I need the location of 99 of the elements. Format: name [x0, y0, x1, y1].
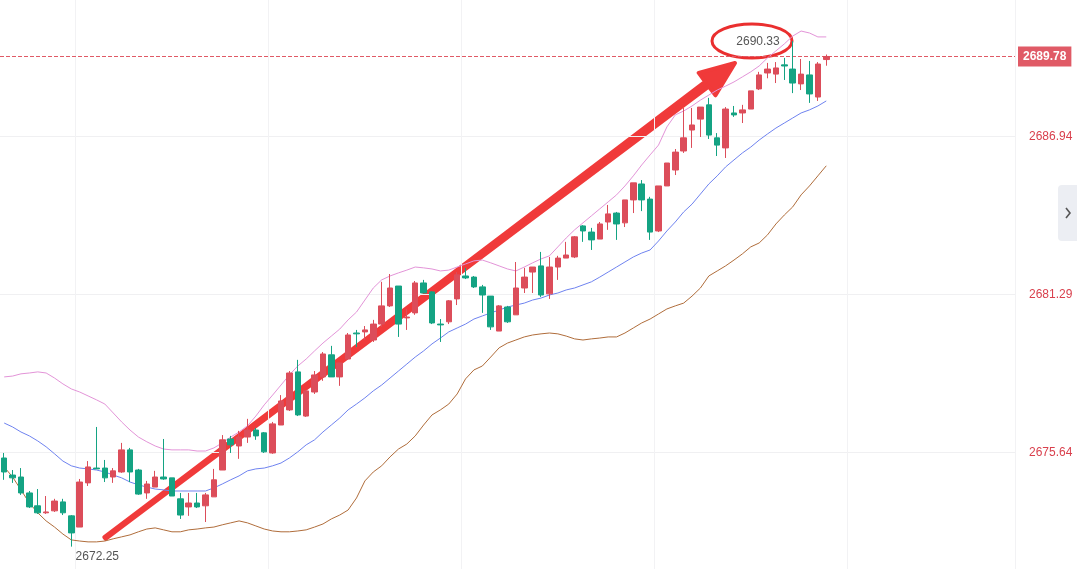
y-tick-label: 2675.64 [1029, 444, 1073, 459]
candlestick [68, 514, 75, 548]
line-series [3, 30, 827, 452]
candlestick [185, 492, 192, 517]
candlestick [76, 478, 83, 528]
candlestick [336, 362, 343, 387]
y-tick-label: 2681.29 [1029, 286, 1073, 301]
candlestick [253, 427, 259, 441]
candlestick [647, 196, 653, 241]
candlestick [555, 255, 561, 281]
candlestick [756, 71, 762, 91]
candlestick [521, 267, 528, 294]
candlestick [622, 199, 628, 228]
candlestick [286, 370, 293, 412]
candlestick [320, 351, 326, 382]
ref-line-label: 2689.78 [1023, 49, 1067, 64]
candlestick [345, 332, 351, 361]
candlestick [823, 54, 830, 67]
candlestick [353, 329, 360, 348]
candlestick [202, 492, 209, 523]
candlestick [303, 389, 309, 418]
candlestick [261, 431, 267, 454]
candlestick [580, 224, 586, 243]
candlestick [471, 275, 477, 289]
candlestick [227, 435, 234, 454]
candlestick [1, 452, 7, 481]
candlestick [328, 345, 335, 378]
candlestick [110, 467, 116, 484]
candlestick [152, 470, 158, 488]
candlestick [571, 235, 578, 259]
candlestick [404, 308, 410, 331]
candlestick [169, 477, 175, 497]
candlestick [269, 421, 276, 455]
candlestick [546, 256, 553, 300]
candlestick [496, 304, 502, 332]
candlestick [613, 211, 620, 241]
candlestick [504, 305, 511, 324]
candlestick [387, 273, 393, 308]
candlestick [588, 227, 595, 251]
candlestick [51, 498, 58, 513]
candlestick [731, 105, 737, 118]
candlestick [177, 492, 184, 520]
candlestick [513, 261, 519, 316]
candlestick [420, 279, 427, 294]
annotation: 2672.25 [75, 548, 120, 563]
y-tick-label: 2686.94 [1029, 128, 1073, 143]
candlestick [462, 267, 469, 280]
candlestick [638, 179, 645, 212]
candlestick [597, 221, 603, 240]
candlestick [60, 498, 66, 516]
candlestick [429, 290, 435, 325]
candlestick [563, 241, 569, 259]
candlestick [9, 469, 16, 484]
candlestick [118, 442, 125, 474]
candlestick [454, 271, 460, 306]
candlestick [194, 492, 200, 509]
candlestick [789, 40, 796, 94]
candlestick [127, 447, 133, 483]
candlestick [219, 434, 226, 471]
candlestick [278, 394, 284, 426]
annotation: 2690.33 [736, 34, 781, 49]
candlestick [706, 97, 712, 140]
candlestick [655, 185, 662, 233]
candlestick [18, 467, 24, 496]
candlestick [538, 251, 544, 298]
candlestick [102, 459, 108, 483]
candlestick [630, 182, 637, 214]
candlestick [211, 468, 217, 498]
candlestick [697, 106, 704, 138]
candlestick [135, 468, 142, 496]
candlestick [295, 359, 301, 417]
candlestick [437, 318, 444, 343]
candlestick [529, 266, 536, 294]
candlestick [764, 62, 771, 79]
candlestick [773, 61, 779, 84]
candlestick [85, 460, 91, 487]
candlestick [806, 60, 813, 104]
candlestick [236, 430, 242, 460]
candlestick [412, 280, 418, 316]
candlestick [43, 495, 49, 515]
candlestick [362, 325, 368, 341]
candlestick [311, 370, 318, 395]
candlestick [446, 299, 452, 325]
candlestick [748, 90, 754, 110]
candlestick [722, 106, 729, 159]
candlestick [689, 107, 695, 149]
line-series [3, 100, 827, 492]
candlestick [664, 162, 670, 187]
candlestick [244, 418, 251, 444]
candlestick [739, 104, 746, 124]
candlestick [395, 285, 402, 338]
candlestick [160, 438, 167, 481]
candlestick [93, 426, 100, 470]
candlestick [144, 480, 150, 500]
candlestick [798, 58, 804, 91]
candlestick [714, 132, 720, 157]
candlestick [781, 57, 788, 81]
candlestick [605, 204, 611, 231]
candlestick [815, 61, 821, 102]
